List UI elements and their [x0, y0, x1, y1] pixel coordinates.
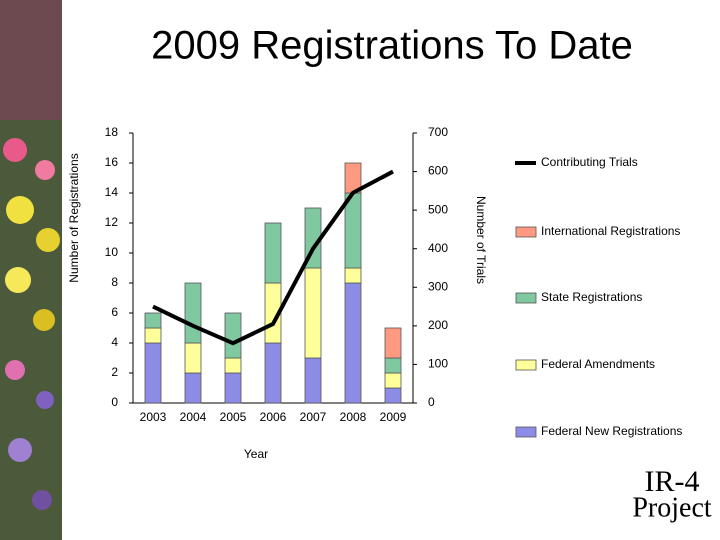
legend-label: International Registrations [541, 224, 680, 238]
legend-swatch [515, 292, 537, 304]
y2-tick-label: 400 [428, 241, 448, 255]
y-tick-label: 12 [105, 215, 119, 229]
bar-segment [184, 282, 202, 344]
y2-tick-label: 600 [428, 164, 448, 178]
legend-swatch [515, 426, 537, 438]
y2-tick-label: 300 [428, 279, 448, 293]
x-tick-label: 2007 [300, 410, 327, 424]
bar-segment [384, 357, 402, 374]
bar-segment [144, 327, 162, 344]
x-tick-label: 2008 [340, 410, 367, 424]
bar-segment [144, 312, 162, 329]
bar-segment [384, 372, 402, 389]
bar-segment [384, 327, 402, 359]
y-tick-label: 0 [111, 395, 118, 409]
y-tick-label: 4 [111, 335, 118, 349]
legend-label: Federal New Registrations [541, 424, 682, 438]
photo-strip [0, 0, 62, 540]
y2-tick-label: 200 [428, 318, 448, 332]
bar-segment [224, 372, 242, 404]
y-tick-label: 10 [105, 245, 119, 259]
legend-swatch [515, 359, 537, 371]
bar-segment [344, 192, 362, 269]
y-tick-label: 14 [105, 185, 119, 199]
x-tick-label: 2003 [140, 410, 167, 424]
bar-segment [304, 267, 322, 359]
y-tick-label: 8 [111, 275, 118, 289]
y2-tick-label: 700 [428, 125, 448, 139]
bar-segment [344, 282, 362, 404]
y-tick-label: 2 [111, 365, 118, 379]
x-tick-label: 2009 [380, 410, 407, 424]
legend-label: State Registrations [541, 290, 642, 304]
legend-label: Federal Amendments [541, 357, 655, 371]
y2-tick-label: 0 [428, 395, 435, 409]
x-tick-label: 2006 [260, 410, 287, 424]
trend-line [152, 169, 394, 346]
chart-title: 2009 Registrations To Date [151, 24, 633, 68]
bar-segment [304, 357, 322, 404]
bar-segment [264, 342, 282, 404]
legend-swatch [515, 226, 537, 238]
bar-segment [384, 387, 402, 404]
x-tick-label: 2004 [180, 410, 207, 424]
y2-tick-label: 100 [428, 357, 448, 371]
logo-line1: IR-4 [645, 465, 700, 498]
y-tick-label: 18 [105, 125, 119, 139]
bar-segment [184, 342, 202, 374]
bar-segment [184, 372, 202, 404]
y2-tick-label: 500 [428, 202, 448, 216]
y-axis-label: Number of Registrations [67, 153, 81, 282]
y-tick-label: 16 [105, 155, 119, 169]
bar-segment [264, 222, 282, 284]
y2-axis-label: Number of Trials [474, 196, 488, 284]
bar-segment [224, 312, 242, 359]
x-axis-label: Year [244, 447, 268, 461]
logo-line2: Project [632, 492, 712, 523]
bar-segment [224, 357, 242, 374]
y-tick-label: 6 [111, 305, 118, 319]
x-tick-label: 2005 [220, 410, 247, 424]
bar-segment [144, 342, 162, 404]
bar-segment [344, 267, 362, 284]
legend-label: Contributing Trials [541, 155, 638, 169]
